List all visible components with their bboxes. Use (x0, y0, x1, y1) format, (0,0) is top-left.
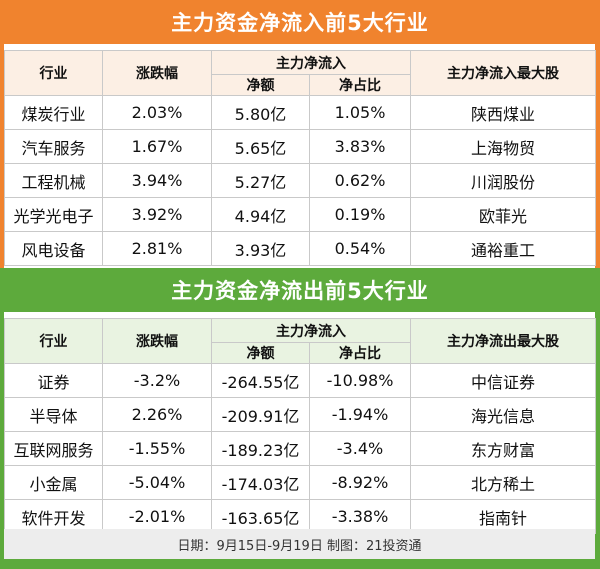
outflow-header-net-ratio: 净占比 (309, 342, 411, 364)
inflow-header-top-stock: 主力净流入最大股 (410, 50, 596, 96)
industry-cell: 煤炭行业 (4, 95, 103, 130)
net-amount-cell: 5.27亿 (211, 163, 310, 198)
net-ratio-cell: -1.94% (309, 397, 411, 432)
inflow-header-main-net: 主力净流入 (211, 50, 411, 75)
industry-cell: 风电设备 (4, 231, 103, 266)
table-row: 风电设备 2.81% 3.93亿 0.54% 通裕重工 (4, 231, 596, 266)
top-stock-cell: 中信证券 (410, 363, 596, 398)
industry-cell: 证券 (4, 363, 103, 398)
net-amount-cell: 3.93亿 (211, 231, 310, 266)
outflow-header-main-net: 主力净流入 (211, 318, 411, 343)
net-ratio-cell: 0.62% (309, 163, 411, 198)
industry-cell: 小金属 (4, 465, 103, 500)
net-amount-cell: -264.55亿 (211, 363, 310, 398)
inflow-table: 行业 涨跌幅 主力净流入 主力净流入最大股 净额 净占比 煤炭行业 2.03% … (4, 50, 596, 266)
outflow-header-change: 涨跌幅 (102, 318, 212, 364)
table-row: 汽车服务 1.67% 5.65亿 3.83% 上海物贸 (4, 129, 596, 164)
outflow-title: 主力资金净流出前5大行业 (0, 268, 600, 312)
industry-cell: 汽车服务 (4, 129, 103, 164)
net-amount-cell: 4.94亿 (211, 197, 310, 232)
change-cell: 3.94% (102, 163, 212, 198)
inflow-frame-right (595, 44, 600, 268)
net-ratio-cell: 3.83% (309, 129, 411, 164)
outflow-header-industry: 行业 (4, 318, 103, 364)
net-amount-cell: -189.23亿 (211, 431, 310, 466)
inflow-header-net-amount: 净额 (211, 74, 310, 96)
net-ratio-cell: -3.4% (309, 431, 411, 466)
top-stock-cell: 陕西煤业 (410, 95, 596, 130)
inflow-header-net-ratio: 净占比 (309, 74, 411, 96)
industry-cell: 半导体 (4, 397, 103, 432)
net-ratio-cell: 1.05% (309, 95, 411, 130)
outflow-frame-bottom (0, 559, 600, 569)
change-cell: -5.04% (102, 465, 212, 500)
net-amount-cell: 5.80亿 (211, 95, 310, 130)
change-cell: -2.01% (102, 499, 212, 534)
net-amount-cell: -174.03亿 (211, 465, 310, 500)
outflow-header-top-stock: 主力净流出最大股 (410, 318, 596, 364)
industry-cell: 互联网服务 (4, 431, 103, 466)
table-row: 证券 -3.2% -264.55亿 -10.98% 中信证券 (4, 363, 596, 398)
net-ratio-cell: -3.38% (309, 499, 411, 534)
industry-cell: 光学光电子 (4, 197, 103, 232)
top-stock-cell: 川润股份 (410, 163, 596, 198)
inflow-header-change: 涨跌幅 (102, 50, 212, 96)
outflow-table: 行业 涨跌幅 主力净流入 主力净流出最大股 净额 净占比 证券 -3.2% -2… (4, 318, 596, 534)
outflow-header-net-amount: 净额 (211, 342, 310, 364)
inflow-title: 主力资金净流入前5大行业 (0, 0, 600, 44)
top-stock-cell: 海光信息 (410, 397, 596, 432)
footer-note: 日期：9月15日-9月19日 制图：21投资通 (4, 529, 595, 559)
inflow-frame-left (0, 44, 4, 268)
change-cell: 2.81% (102, 231, 212, 266)
industry-cell: 工程机械 (4, 163, 103, 198)
top-stock-cell: 东方财富 (410, 431, 596, 466)
change-cell: 2.26% (102, 397, 212, 432)
table-row: 工程机械 3.94% 5.27亿 0.62% 川润股份 (4, 163, 596, 198)
change-cell: -1.55% (102, 431, 212, 466)
net-amount-cell: 5.65亿 (211, 129, 310, 164)
top-stock-cell: 通裕重工 (410, 231, 596, 266)
top-stock-cell: 欧菲光 (410, 197, 596, 232)
table-row: 煤炭行业 2.03% 5.80亿 1.05% 陕西煤业 (4, 95, 596, 130)
outflow-frame-left (0, 312, 4, 569)
change-cell: 1.67% (102, 129, 212, 164)
net-ratio-cell: 0.19% (309, 197, 411, 232)
change-cell: 3.92% (102, 197, 212, 232)
net-ratio-cell: -10.98% (309, 363, 411, 398)
change-cell: -3.2% (102, 363, 212, 398)
table-row: 互联网服务 -1.55% -189.23亿 -3.4% 东方财富 (4, 431, 596, 466)
top-stock-cell: 上海物贸 (410, 129, 596, 164)
table-row: 小金属 -5.04% -174.03亿 -8.92% 北方稀土 (4, 465, 596, 500)
change-cell: 2.03% (102, 95, 212, 130)
net-ratio-cell: 0.54% (309, 231, 411, 266)
net-amount-cell: -209.91亿 (211, 397, 310, 432)
table-row: 半导体 2.26% -209.91亿 -1.94% 海光信息 (4, 397, 596, 432)
table-row: 光学光电子 3.92% 4.94亿 0.19% 欧菲光 (4, 197, 596, 232)
table-row: 软件开发 -2.01% -163.65亿 -3.38% 指南针 (4, 499, 596, 534)
outflow-frame-right (595, 312, 600, 569)
top-stock-cell: 北方稀土 (410, 465, 596, 500)
inflow-header-industry: 行业 (4, 50, 103, 96)
net-ratio-cell: -8.92% (309, 465, 411, 500)
